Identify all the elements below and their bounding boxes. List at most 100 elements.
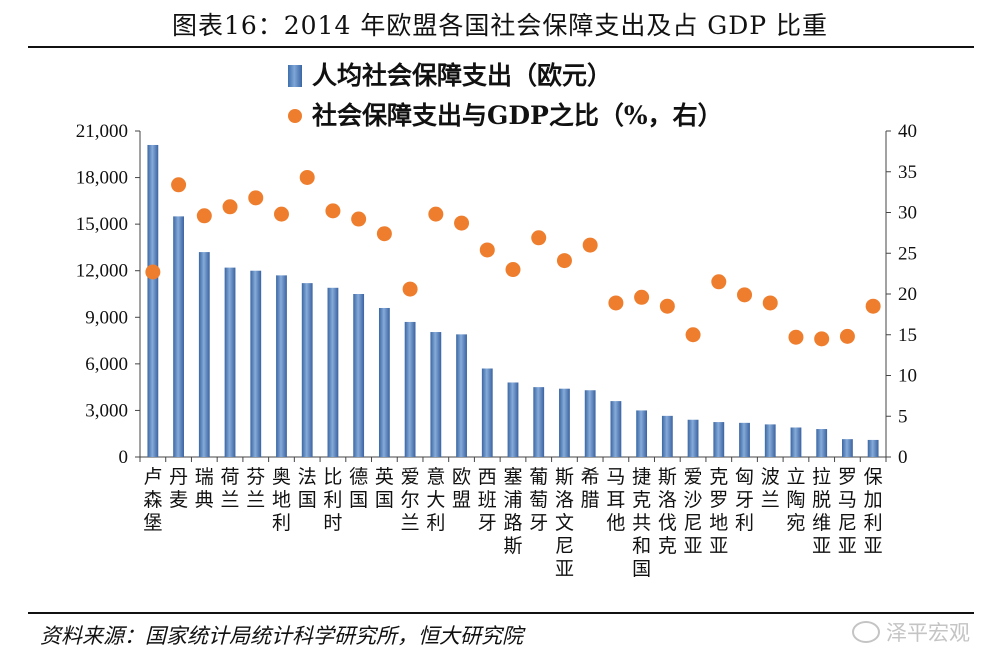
legend-bar-swatch (288, 65, 302, 87)
ratio-point (685, 327, 701, 343)
ratio-point (659, 298, 675, 314)
ratio-point (788, 329, 804, 345)
ratio-point (376, 226, 392, 242)
ratio-point (145, 264, 161, 280)
right-tick-label: 40 (898, 121, 917, 142)
ratio-point (428, 206, 444, 222)
bar (559, 388, 570, 457)
ratio-point (814, 331, 830, 347)
category-label: 比利时 (323, 466, 342, 534)
bar (739, 422, 750, 457)
right-tick-label: 25 (898, 243, 917, 264)
bar (867, 439, 879, 457)
left-tick-label: 21,000 (76, 121, 128, 142)
ratio-point (865, 298, 881, 314)
category-label: 荷兰 (221, 466, 240, 511)
ratio-point (299, 169, 315, 185)
bar (147, 144, 159, 457)
left-tick-label: 6,000 (85, 354, 128, 375)
ratio-point (608, 295, 624, 311)
legend-dot-entry: 社会保障支出与GDP之比（%，右） (288, 96, 723, 132)
category-label: 捷克共和国 (632, 466, 651, 580)
legend-dot-label: 社会保障支出与GDP之比（%，右） (312, 101, 723, 130)
source-note: 资料来源：国家统计局统计科学研究所，恒大研究院 (40, 624, 523, 648)
right-tick-label: 20 (898, 284, 917, 305)
left-tick-label: 3,000 (85, 400, 128, 421)
ratio-point (351, 211, 367, 227)
category-label: 立陶宛 (786, 466, 805, 534)
bar (456, 334, 467, 457)
bar (713, 422, 725, 457)
ratio-point (454, 215, 470, 231)
wechat-icon (852, 621, 880, 643)
category-label: 匈牙利 (735, 466, 754, 534)
ratio-point (737, 287, 753, 303)
left-tick-label: 0 (119, 447, 129, 468)
category-label: 奥地利 (272, 466, 291, 534)
bar-series (147, 144, 879, 457)
category-label: 瑞典 (195, 466, 214, 511)
category-label: 德国 (349, 466, 368, 511)
bar (610, 401, 622, 457)
category-label: 芬兰 (246, 466, 265, 511)
bar (301, 283, 313, 457)
left-tick-label: 18,000 (76, 168, 128, 189)
category-labels: 卢森堡丹麦瑞典荷兰芬兰奥地利法国比利时德国英国爱尔兰意大利欧盟西班牙塞浦路斯葡萄… (139, 457, 887, 580)
ratio-point (711, 274, 727, 290)
left-tick-label: 9,000 (85, 307, 128, 328)
right-tick-label: 10 (898, 366, 917, 387)
right-tick-label: 15 (898, 325, 917, 346)
category-label: 法国 (298, 466, 317, 511)
chart-plot: 0 3,000 6,000 9,000 12,000 15,000 18,000 21,000… (76, 121, 917, 580)
ratio-point (531, 230, 547, 246)
category-label: 丹麦 (169, 466, 188, 511)
bar (276, 275, 287, 457)
bar (816, 429, 828, 457)
right-tick-label: 30 (898, 203, 917, 224)
bar (636, 410, 648, 457)
bar (790, 427, 802, 457)
ratio-point (171, 177, 187, 193)
right-tick-label: 35 (898, 162, 917, 183)
bar (764, 424, 776, 457)
category-label: 罗马尼亚 (838, 466, 857, 557)
ratio-point (222, 199, 238, 215)
left-tick-label: 15,000 (76, 214, 128, 235)
category-label: 波兰 (761, 466, 780, 511)
chart-title: 图表16：2014 年欧盟各国社会保障支出及占 GDP 比重 (171, 11, 829, 40)
ratio-point (273, 206, 289, 222)
right-tick-label: 0 (898, 447, 908, 468)
legend-bar-label: 人均社会保障支出（欧元） (312, 61, 613, 90)
left-tick-label: 12,000 (76, 261, 128, 282)
ratio-point (402, 281, 418, 297)
bar (224, 267, 236, 457)
ratio-point (582, 237, 598, 253)
category-label: 英国 (375, 466, 394, 511)
bar (173, 216, 184, 457)
bar (481, 368, 493, 457)
ratio-point (325, 203, 341, 219)
bar (198, 252, 210, 457)
category-label: 保加利亚 (864, 466, 883, 557)
bar (687, 419, 699, 457)
watermark-text: 泽平宏观 (886, 621, 970, 645)
category-label: 马耳他 (606, 466, 625, 534)
footer-rule (28, 612, 974, 614)
bar (584, 390, 596, 457)
category-label: 意大利 (426, 466, 445, 534)
category-label: 卢森堡 (143, 466, 162, 534)
ratio-point (762, 295, 778, 311)
ratio-point (196, 208, 212, 224)
legend-dot-swatch (288, 109, 302, 123)
bar (250, 270, 262, 457)
bar (404, 321, 416, 457)
category-label: 克罗地亚 (709, 466, 728, 557)
category-label: 欧盟 (452, 466, 471, 511)
title-rule (28, 46, 974, 48)
bar (430, 332, 442, 457)
left-axis: 0 3,000 6,000 9,000 12,000 15,000 18,000 21,000 (76, 121, 886, 468)
watermark: 泽平宏观 (852, 617, 970, 647)
right-axis: 0 5 10 15 20 25 30 35 40 (885, 121, 917, 468)
bar (353, 294, 365, 457)
ratio-point (634, 289, 650, 305)
